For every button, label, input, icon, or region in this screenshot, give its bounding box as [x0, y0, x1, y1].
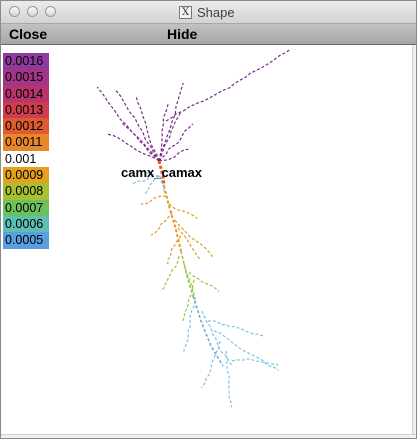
legend-entry: 0.0009 — [3, 167, 49, 184]
dendrite-branch — [96, 86, 160, 162]
dendrite-branch — [231, 358, 279, 366]
dendrite-branch — [158, 148, 189, 162]
dendrite-branch — [183, 263, 197, 302]
title-bar[interactable]: X Shape — [1, 1, 416, 24]
legend-entry: 0.0012 — [3, 118, 49, 135]
dendrite-branch — [168, 203, 198, 219]
dendrite-branch — [188, 271, 220, 293]
dendrite-branch — [158, 112, 181, 162]
legend-entry: 0.0011 — [3, 134, 49, 151]
dendrite-branch — [165, 48, 292, 122]
hide-button[interactable]: Hide — [167, 26, 198, 42]
dendrite-branch — [139, 168, 160, 177]
dendrite-branch — [192, 295, 224, 367]
dendrite-branch — [158, 175, 166, 194]
shape-plot-canvas[interactable] — [3, 45, 412, 434]
dendrite-branch — [167, 235, 182, 265]
close-button[interactable]: Close — [9, 26, 48, 42]
dendrite-branch — [121, 122, 160, 162]
legend-entry: 0.0006 — [3, 215, 49, 233]
menu-bar: Close Hide — [1, 24, 416, 45]
dendrite-branch — [208, 320, 265, 337]
dendrite-branch — [181, 279, 195, 323]
section-label: camx_camax — [121, 165, 202, 180]
minimize-window-button[interactable] — [27, 6, 38, 17]
legend-entry: 0.0008 — [3, 183, 49, 200]
window-title-group: X Shape — [179, 4, 235, 20]
dendrite-branch — [135, 95, 160, 162]
dendrite-branch — [158, 123, 194, 162]
color-scale-legend: 0.0016 0.0015 0.0014 0.0013 0.0012 0.0011 0.00… — [3, 53, 49, 249]
dendrite-branch — [225, 350, 233, 408]
dendrite-branch — [200, 340, 221, 389]
dendrite-branch — [157, 160, 166, 187]
dendrite-branch — [141, 195, 167, 205]
zoom-window-button[interactable] — [45, 6, 56, 17]
legend-entry: 0.0013 — [3, 101, 49, 119]
x11-icon: X — [179, 5, 192, 19]
legend-entry: 0.0014 — [3, 85, 49, 102]
canvas-bottom-edge — [1, 434, 416, 438]
dendrite-branch — [177, 227, 201, 260]
dendrite-branch — [180, 250, 194, 297]
legend-entry: 0.0016 — [3, 53, 49, 70]
dendrite-branch — [150, 211, 173, 236]
dendrite-branch — [158, 82, 184, 162]
dendrite-branch — [160, 255, 180, 292]
legend-entry: 0.0005 — [3, 232, 49, 249]
legend-entry: 0.0015 — [3, 69, 49, 86]
dendrite-branch — [182, 300, 197, 354]
dendrite-branch — [163, 185, 182, 252]
canvas-right-edge — [412, 45, 416, 434]
dendrite-branches — [96, 48, 292, 408]
close-window-button[interactable] — [9, 6, 20, 17]
dendrite-branch — [115, 90, 160, 162]
dendrite-branch — [143, 175, 160, 196]
legend-entry: 0.001 — [3, 150, 49, 168]
window-title: Shape — [197, 4, 235, 20]
dendrite-branch — [174, 219, 215, 259]
legend-entry: 0.0007 — [3, 199, 49, 216]
dendrite-branch — [213, 330, 280, 371]
